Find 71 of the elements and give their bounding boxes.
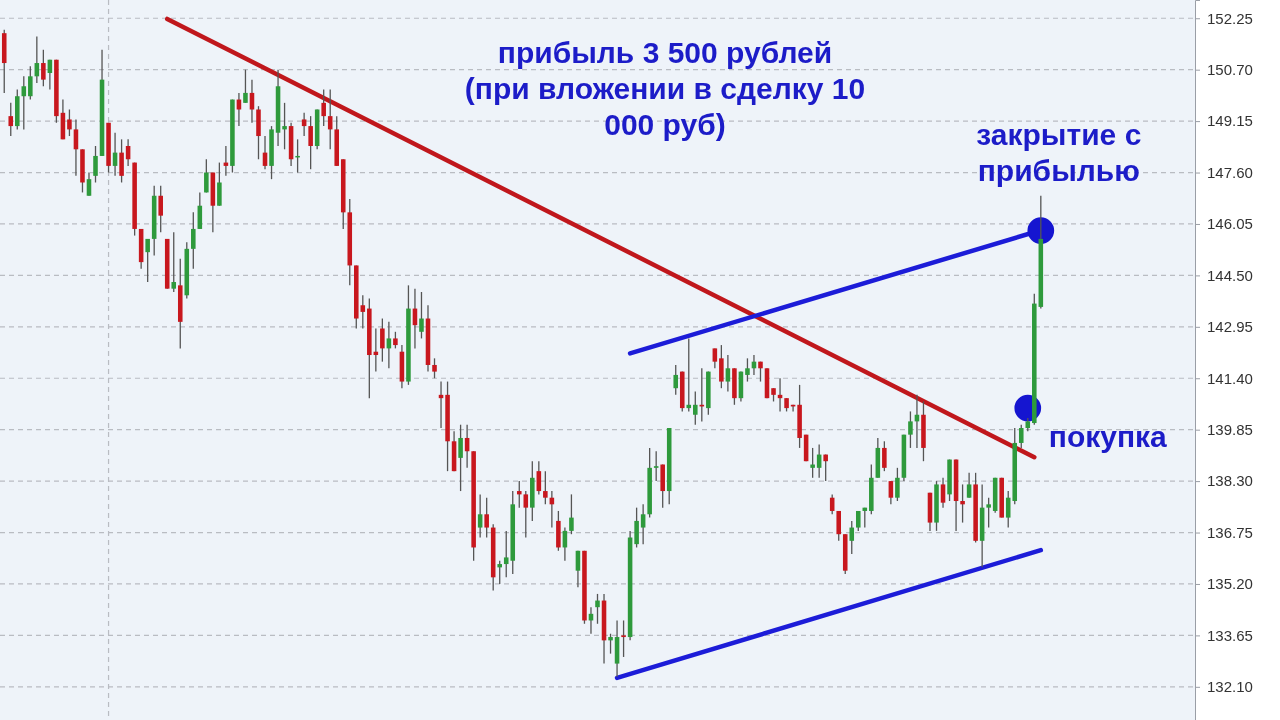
candlestick [497, 560, 502, 585]
candlestick [419, 291, 424, 340]
candlestick [712, 347, 718, 369]
candlestick [282, 102, 287, 150]
candlestick [621, 619, 626, 658]
y-tick-label: 152.25 [1207, 9, 1253, 27]
candlestick [8, 102, 14, 137]
candlestick [569, 493, 574, 535]
y-tick-label: 136.75 [1207, 523, 1253, 541]
candlestick [686, 337, 692, 413]
candlestick [171, 231, 177, 293]
candlestick [516, 480, 522, 509]
candlestick [458, 424, 463, 492]
candlestick [119, 138, 124, 184]
candlestick [849, 520, 855, 555]
candlestick [484, 497, 489, 539]
candlestick [41, 49, 46, 87]
candlestick [595, 593, 600, 625]
candlestick [634, 507, 639, 549]
y-tick-label: 150.70 [1207, 60, 1253, 78]
candlestick [28, 65, 33, 101]
y-tick-label: 133.65 [1207, 626, 1253, 644]
candlestick [321, 88, 326, 127]
candlestick [67, 108, 72, 137]
y-tick-label: 135.20 [1207, 575, 1253, 593]
candlestick [308, 115, 313, 170]
candlestick [1018, 424, 1024, 449]
candlestick [608, 633, 613, 655]
candlestick [145, 238, 150, 283]
candlestick [380, 317, 385, 363]
candlestick [725, 354, 731, 393]
annotation: закрытие с прибылью [976, 118, 1142, 187]
y-tick-label: 149.15 [1207, 112, 1253, 130]
candlestick [719, 344, 724, 389]
y-tick-label: 138.30 [1207, 472, 1253, 490]
candlestick [158, 185, 163, 233]
annotation: прибыль 3 500 рублей (при вложении в сделку 10 000 руб) [464, 36, 866, 141]
candlestick [986, 497, 991, 529]
candlestick [810, 447, 815, 479]
candlestick [360, 294, 366, 330]
candlestick [640, 503, 646, 545]
candlestick [523, 490, 529, 539]
candlestick [217, 161, 222, 207]
candlestick [823, 453, 828, 482]
candlestick [243, 69, 248, 104]
candlestick [653, 450, 659, 482]
annotation: покупка [1048, 420, 1168, 453]
candlestick [940, 477, 946, 509]
candlestick [93, 145, 98, 184]
candlestick [882, 440, 887, 472]
y-tick-label: 146.05 [1207, 215, 1253, 233]
candlestick [301, 112, 307, 137]
candlestick [908, 410, 913, 449]
y-tick-label: 144.50 [1207, 266, 1253, 284]
candlestick [432, 357, 437, 379]
candlestick [191, 211, 196, 270]
candlestick [693, 390, 698, 426]
y-tick-label: 141.40 [1207, 369, 1253, 387]
candlestick [836, 510, 841, 542]
candlestick [673, 364, 679, 396]
candlestick [543, 470, 548, 505]
candlestick [204, 158, 209, 194]
candlestick [895, 467, 900, 502]
y-tick-label: 147.60 [1207, 163, 1253, 181]
y-tick-label: 139.85 [1207, 420, 1253, 438]
candlestick [966, 472, 972, 499]
candlestick [745, 357, 750, 383]
y-tick-label: 132.10 [1207, 678, 1253, 696]
y-tick-label: 142.95 [1207, 318, 1253, 336]
candlestick [960, 483, 965, 524]
candlestick [477, 493, 483, 539]
